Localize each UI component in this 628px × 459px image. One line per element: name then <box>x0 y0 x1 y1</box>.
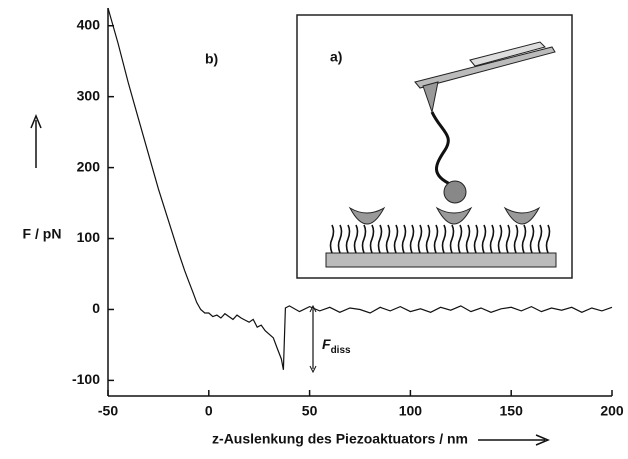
x-tick-label: 200 <box>600 403 624 419</box>
x-tick-label: -50 <box>98 403 118 419</box>
y-tick-label: 400 <box>77 16 101 32</box>
x-tick-label: 50 <box>302 403 318 419</box>
cantilever <box>469 41 546 67</box>
receptor <box>348 206 541 225</box>
y-axis-title: F / pN <box>23 226 62 242</box>
x-tick-label: 150 <box>500 403 524 419</box>
tether <box>430 111 453 187</box>
tip <box>422 81 439 114</box>
cantilever <box>414 46 556 89</box>
substrate <box>325 252 557 268</box>
inset-diagram: a) <box>296 14 573 279</box>
bead <box>443 180 467 204</box>
inset-label: a) <box>330 49 342 65</box>
force-symbol: F <box>322 336 331 352</box>
x-arrow <box>478 434 550 446</box>
x-tick-label: 0 <box>205 403 213 419</box>
force-subscript: diss <box>331 345 351 356</box>
y-tick-label: -100 <box>72 371 100 387</box>
y-arrow <box>30 114 42 168</box>
y-tick-label: 100 <box>77 229 101 245</box>
x-tick-label: 100 <box>399 403 423 419</box>
y-tick-label: 0 <box>92 300 100 316</box>
force-curve <box>107 7 613 370</box>
force-label: Fdiss <box>322 336 351 356</box>
monolayer <box>329 224 551 254</box>
x-axis-title: z-Auslenkung des Piezoaktuators / nm <box>212 431 468 447</box>
y-tick-label: 300 <box>77 87 101 103</box>
panel-label: b) <box>205 51 218 67</box>
y-tick-label: 200 <box>77 158 101 174</box>
force-indicator-head <box>309 304 317 374</box>
